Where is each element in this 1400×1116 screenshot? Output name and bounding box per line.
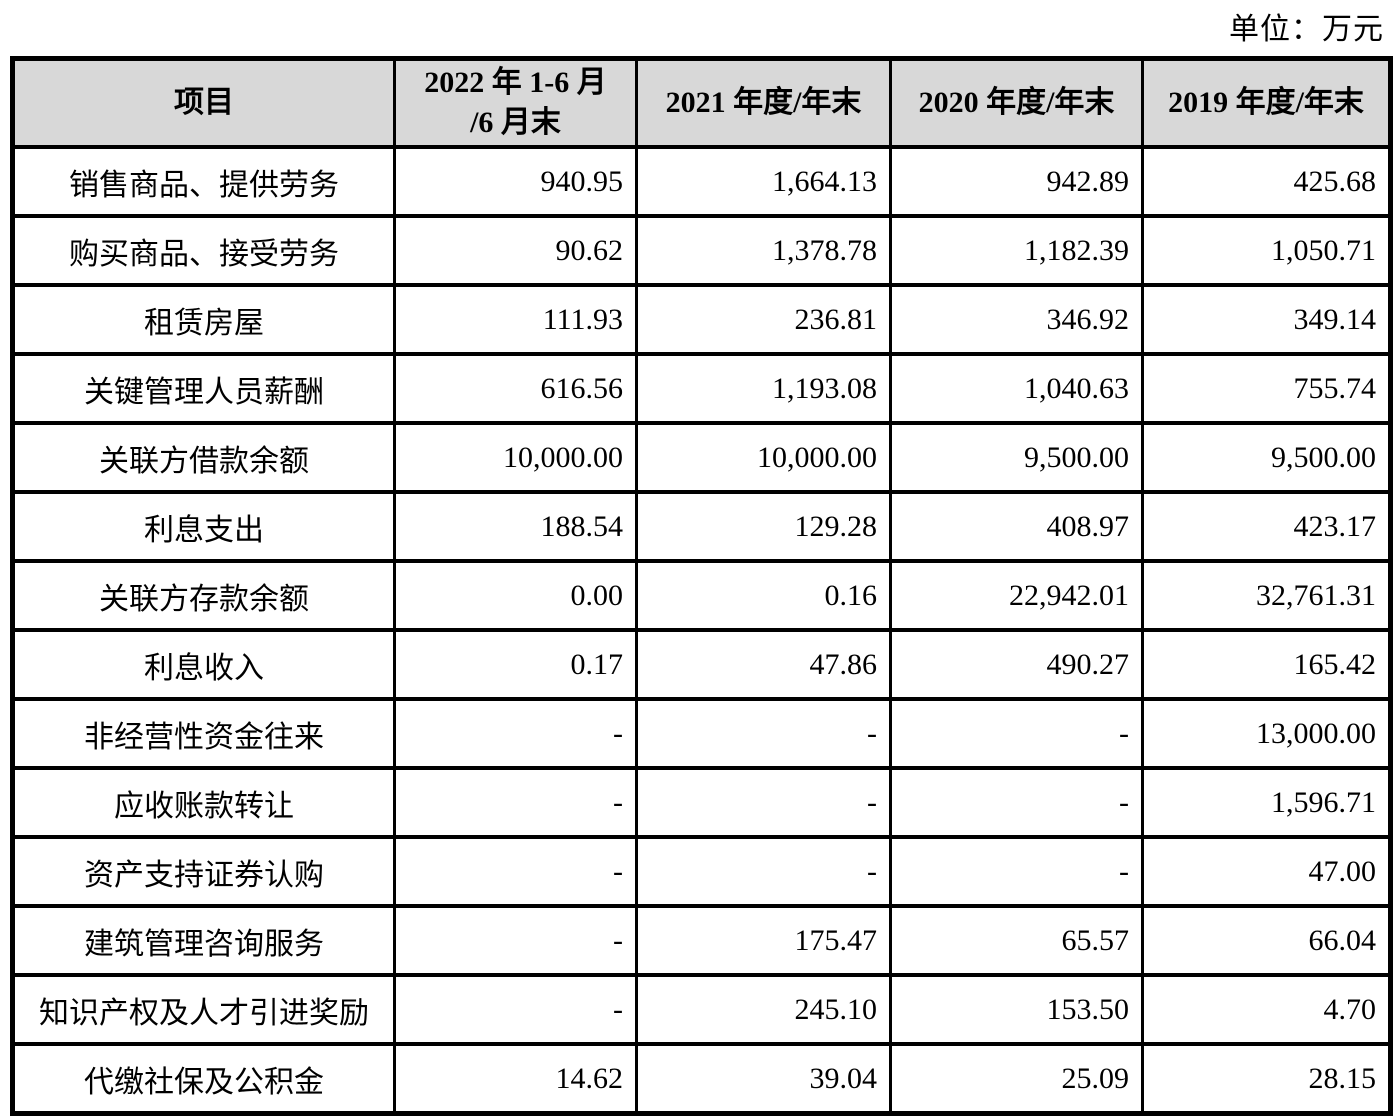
value-cell: - — [889, 766, 1144, 839]
column-header-3: 2020 年度/年末 — [889, 56, 1144, 149]
value-cell: 28.15 — [1141, 1042, 1392, 1116]
value-cell: 10,000.00 — [635, 421, 892, 494]
value-cell: 66.04 — [1141, 904, 1392, 977]
row-label: 销售商品、提供劳务 — [11, 145, 396, 218]
row-label: 知识产权及人才引进奖励 — [11, 973, 396, 1046]
row-label: 非经营性资金往来 — [11, 697, 396, 770]
value-cell: 349.14 — [1141, 283, 1392, 356]
table-row: 应收账款转让 - - -1,596.71 — [11, 766, 1392, 839]
value-cell: 940.95 — [393, 145, 638, 218]
value-cell: 0.00 — [393, 559, 638, 632]
table-row: 资产支持证券认购 - - -47.00 — [11, 835, 1392, 908]
value-cell: 1,193.08 — [635, 352, 892, 425]
value-cell: 39.04 — [635, 1042, 892, 1116]
column-header-4: 2019 年度/年末 — [1141, 56, 1392, 149]
value-cell: 188.54 — [393, 490, 638, 563]
row-label: 利息支出 — [11, 490, 396, 563]
row-label: 租赁房屋 — [11, 283, 396, 356]
value-cell: 175.47 — [635, 904, 892, 977]
value-cell: 4.70 — [1141, 973, 1392, 1046]
table-row: 建筑管理咨询服务 -175.47 65.57 66.04 — [11, 904, 1392, 977]
column-header-0: 项目 — [11, 56, 396, 149]
value-cell: - — [635, 835, 892, 908]
value-cell: 129.28 — [635, 490, 892, 563]
value-cell: 22,942.01 — [889, 559, 1144, 632]
value-cell: 346.92 — [889, 283, 1144, 356]
table-header-row: 项目 2022 年 1-6 月 /6 月末 2021 年度/年末 2020 年度/年末… — [11, 56, 1392, 149]
value-cell: 490.27 — [889, 628, 1144, 701]
row-label: 关键管理人员薪酬 — [11, 352, 396, 425]
value-cell: - — [393, 904, 638, 977]
table-row: 购买商品、接受劳务 90.62 1,378.78 1,182.39 1,050.71 — [11, 214, 1392, 287]
value-cell: 408.97 — [889, 490, 1144, 563]
value-cell: 9,500.00 — [889, 421, 1144, 494]
table-row: 利息支出 188.54 129.28 408.97 423.17 — [11, 490, 1392, 563]
value-cell: 111.93 — [393, 283, 638, 356]
value-cell: - — [889, 835, 1144, 908]
table-row: 知识产权及人才引进奖励 -245.10 153.50 4.70 — [11, 973, 1392, 1046]
value-cell: 0.17 — [393, 628, 638, 701]
column-header-2: 2021 年度/年末 — [635, 56, 892, 149]
row-label: 关联方借款余额 — [11, 421, 396, 494]
value-cell: 9,500.00 — [1141, 421, 1392, 494]
related-party-transactions-table: 项目 2022 年 1-6 月 /6 月末 2021 年度/年末 2020 年度/年末… — [10, 56, 1393, 1116]
row-label: 利息收入 — [11, 628, 396, 701]
value-cell: 245.10 — [635, 973, 892, 1046]
value-cell: 10,000.00 — [393, 421, 638, 494]
value-cell: 13,000.00 — [1141, 697, 1392, 770]
row-label: 购买商品、接受劳务 — [11, 214, 396, 287]
value-cell: - — [635, 697, 892, 770]
value-cell: 47.86 — [635, 628, 892, 701]
row-label: 代缴社保及公积金 — [11, 1042, 396, 1116]
row-label: 应收账款转让 — [11, 766, 396, 839]
value-cell: 14.62 — [393, 1042, 638, 1116]
row-label: 资产支持证券认购 — [11, 835, 396, 908]
table-row: 租赁房屋 111.93 236.81 346.92 349.14 — [11, 283, 1392, 356]
value-cell: 1,664.13 — [635, 145, 892, 218]
value-cell: - — [393, 697, 638, 770]
value-cell: 32,761.31 — [1141, 559, 1392, 632]
table-row: 关联方存款余额 0.00 0.16 22,942.01 32,761.31 — [11, 559, 1392, 632]
value-cell: 942.89 — [889, 145, 1144, 218]
value-cell: 47.00 — [1141, 835, 1392, 908]
value-cell: 90.62 — [393, 214, 638, 287]
table-row: 销售商品、提供劳务 940.95 1,664.13 942.89 425.68 — [11, 145, 1392, 218]
value-cell: 1,050.71 — [1141, 214, 1392, 287]
value-cell: 423.17 — [1141, 490, 1392, 563]
value-cell: 165.42 — [1141, 628, 1392, 701]
value-cell: 1,378.78 — [635, 214, 892, 287]
value-cell: - — [393, 835, 638, 908]
unit-label: 单位：万元 — [1229, 13, 1384, 46]
table-row: 关联方借款余额 10,000.00 10,000.00 9,500.00 9,500.0… — [11, 421, 1392, 494]
value-cell: 0.16 — [635, 559, 892, 632]
value-cell: 755.74 — [1141, 352, 1392, 425]
value-cell: 616.56 — [393, 352, 638, 425]
value-cell: 236.81 — [635, 283, 892, 356]
row-label: 关联方存款余额 — [11, 559, 396, 632]
table-row: 利息收入 0.17 47.86 490.27 165.42 — [11, 628, 1392, 701]
value-cell: 1,040.63 — [889, 352, 1144, 425]
table-row: 非经营性资金往来 - - -13,000.00 — [11, 697, 1392, 770]
value-cell: 1,596.71 — [1141, 766, 1392, 839]
value-cell: - — [889, 697, 1144, 770]
value-cell: - — [635, 766, 892, 839]
table-row: 代缴社保及公积金 14.62 39.04 25.09 28.15 — [11, 1042, 1392, 1116]
value-cell: 1,182.39 — [889, 214, 1144, 287]
value-cell: - — [393, 766, 638, 839]
value-cell: 425.68 — [1141, 145, 1392, 218]
value-cell: - — [393, 973, 638, 1046]
value-cell: 65.57 — [889, 904, 1144, 977]
column-header-1: 2022 年 1-6 月 /6 月末 — [393, 56, 638, 149]
table-row: 关键管理人员薪酬 616.56 1,193.08 1,040.63 755.74 — [11, 352, 1392, 425]
value-cell: 153.50 — [889, 973, 1144, 1046]
row-label: 建筑管理咨询服务 — [11, 904, 396, 977]
value-cell: 25.09 — [889, 1042, 1144, 1116]
